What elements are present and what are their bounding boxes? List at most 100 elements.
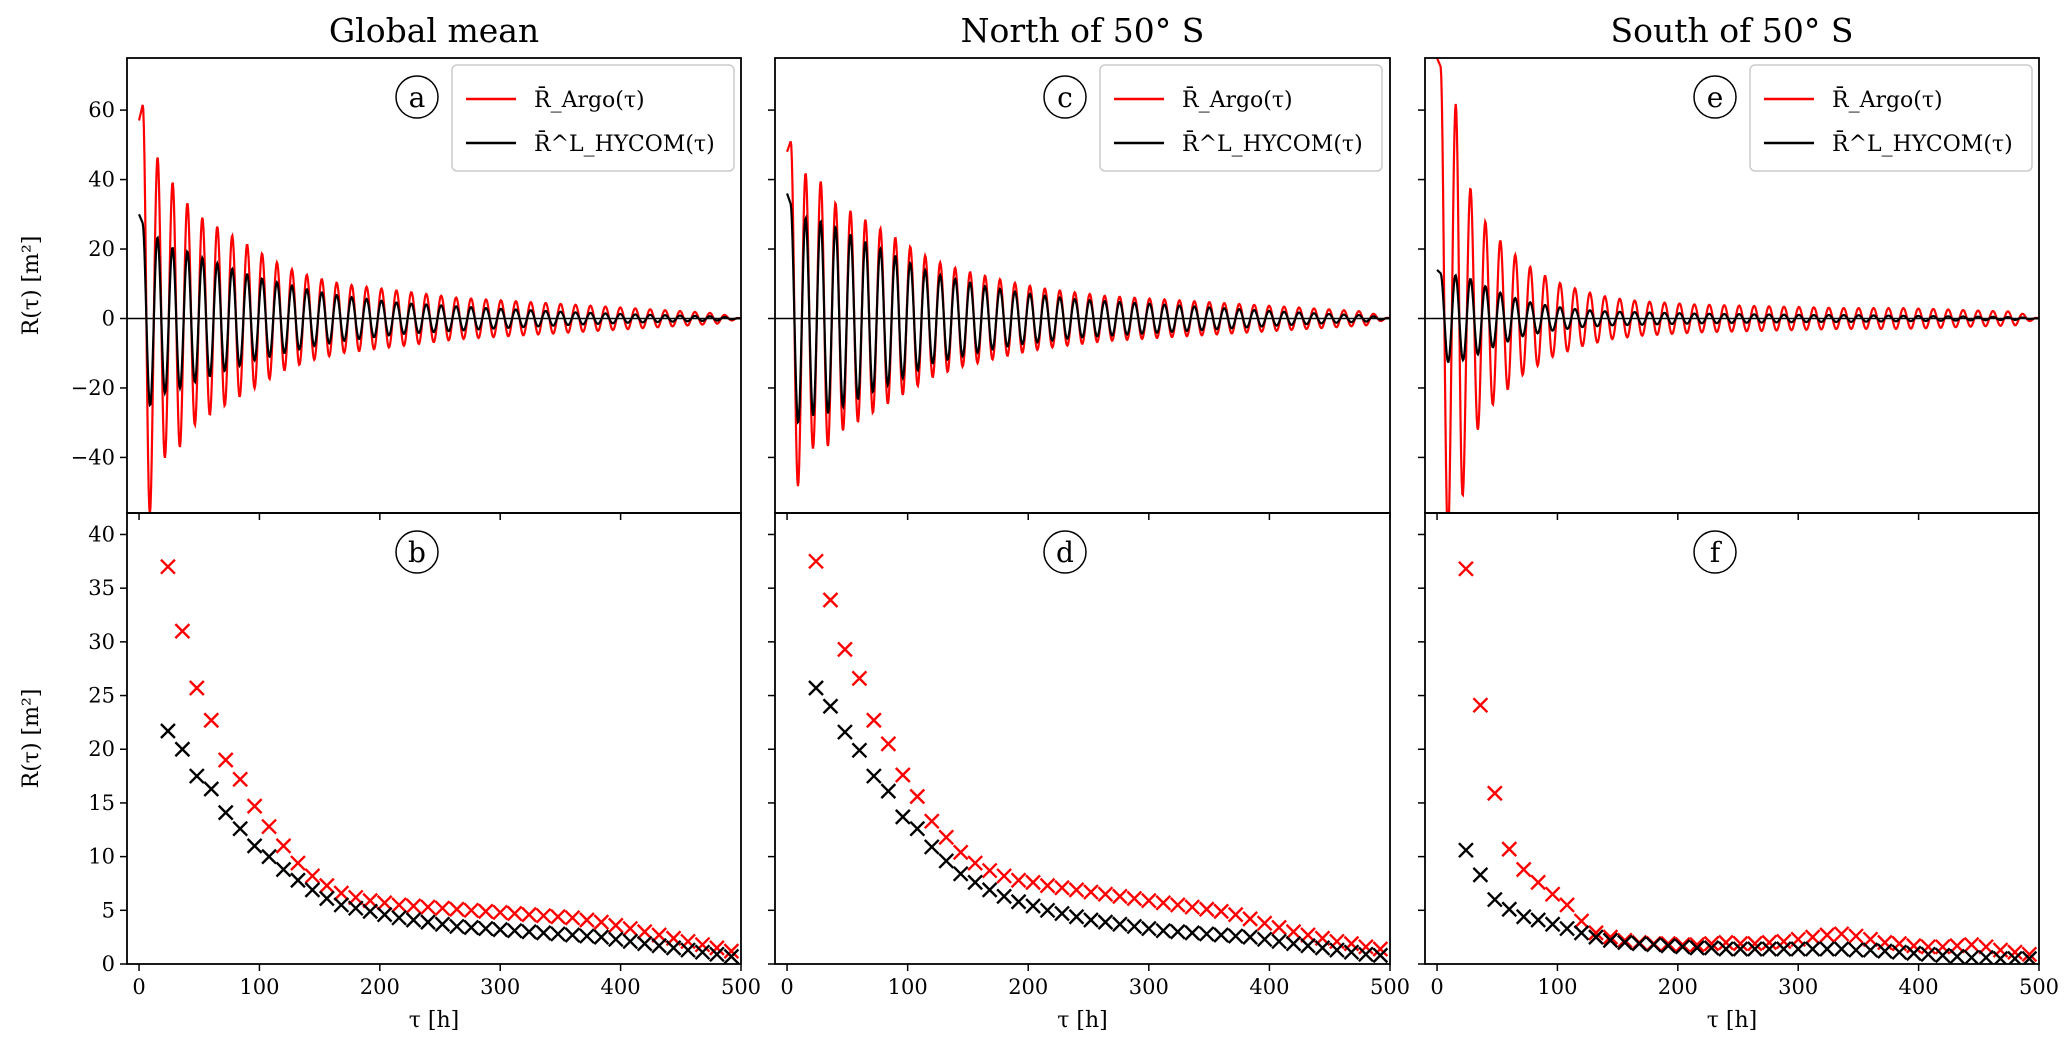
argo-point (593, 914, 610, 930)
hycom-point (1602, 932, 1619, 949)
hycom-point (1242, 929, 1258, 946)
hycom-point (866, 768, 882, 784)
panel-c: c R̄_Argo(τ) R̄^L_HYCOM(τ) (768, 57, 1391, 520)
x-axis-label: τ [h] (1707, 1008, 1758, 1033)
panel-a: −40 −20 0 20 40 60 R(τ) [m²] a R̄_Argo(τ) R̄^L_HY… (19, 57, 742, 520)
hycom-point (1761, 941, 1778, 957)
argo-point (1761, 934, 1778, 951)
hycom-point (1054, 905, 1070, 922)
hycom-point (319, 890, 335, 907)
hycom-point (535, 925, 552, 941)
hycom-point (347, 900, 364, 917)
hycom-point (1775, 941, 1792, 957)
legend-hycom-label: R̄^L_HYCOM(τ) (1182, 130, 1363, 157)
argo-point (1660, 935, 1677, 952)
argo-point (923, 813, 940, 830)
argo-point (880, 736, 897, 752)
hycom-point (506, 922, 523, 939)
hycom-point (1010, 893, 1027, 910)
hycom-point (636, 935, 653, 952)
argo-point (1010, 872, 1027, 889)
argo-point (203, 712, 220, 729)
panel-d: 0 100 200 300 400 500 τ [h] d (768, 512, 1410, 1033)
legend-hycom-label: R̄^L_HYCOM(τ) (1832, 130, 2013, 157)
hycom-point (967, 874, 984, 891)
hycom-point (909, 820, 926, 837)
column-title: North of 50° S (961, 11, 1205, 50)
argo-point (1486, 785, 1503, 802)
argo-point (1358, 938, 1374, 955)
hycom-point (564, 927, 581, 943)
hycom-point (1978, 949, 1994, 964)
argo-point (1213, 903, 1230, 920)
hycom-point (188, 768, 205, 784)
argo-point (1501, 841, 1518, 857)
argo-point (808, 553, 824, 570)
hycom-point (952, 865, 969, 882)
argo-point (1559, 897, 1575, 913)
argo-point (275, 838, 292, 854)
argo-point (1833, 926, 1850, 942)
hycom-point (391, 909, 407, 926)
hycom-point (304, 882, 321, 898)
hycom-point (405, 912, 422, 928)
hycom-point (694, 944, 711, 961)
x-tick-label: 100 (1537, 975, 1577, 999)
legend-hycom-label: R̄^L_HYCOM(τ) (534, 130, 715, 157)
x-tick-label: 0 (1430, 975, 1443, 999)
x-tick-label: 200 (360, 975, 400, 999)
panel-letter: b (408, 536, 426, 569)
argo-point (1126, 890, 1143, 907)
x-tick-label: 400 (1899, 975, 1939, 999)
y-tick-label: −40 (71, 445, 115, 469)
hycom-point (1458, 842, 1474, 859)
y-tick-label: 5 (102, 898, 115, 922)
hycom-point (1358, 946, 1374, 963)
hycom-point (622, 933, 639, 950)
panel-letter-circle (395, 530, 439, 574)
argo-point (1068, 882, 1085, 898)
hycom-point (1862, 942, 1879, 958)
argo-point (2007, 944, 2023, 961)
x-tick-label: 500 (2019, 975, 2059, 999)
argo-point (1256, 915, 1273, 932)
hycom-point (709, 946, 725, 963)
argo-point (1848, 928, 1864, 944)
hycom-point (1515, 908, 1532, 925)
hycom-point (1949, 948, 1965, 964)
argo-point (909, 788, 926, 805)
argo-point (1140, 892, 1157, 909)
argo-point (636, 923, 653, 940)
panel-letter: d (1056, 536, 1074, 569)
hycom-point (1126, 918, 1143, 935)
hycom-point (1285, 935, 1302, 952)
legend-box (1099, 64, 1383, 172)
argo-point (967, 855, 984, 871)
panel-letter: a (409, 81, 426, 114)
hycom-point (217, 804, 234, 821)
hycom-point (923, 839, 940, 855)
argo-series-line (137, 104, 741, 513)
argo-point (1515, 861, 1532, 878)
x-tick-label: 500 (1370, 975, 1410, 999)
panel-letter-circle (1043, 75, 1087, 119)
argo-point (246, 798, 263, 814)
argo-point (822, 592, 839, 608)
hycom-point (651, 937, 667, 954)
legend: R̄_Argo(τ) R̄^L_HYCOM(τ) (1749, 64, 2033, 172)
argo-point (723, 943, 740, 959)
y-tick-label: 30 (88, 630, 115, 654)
argo-point (506, 905, 523, 922)
y-tick-label: 0 (102, 952, 115, 976)
legend: R̄_Argo(τ) R̄^L_HYCOM(τ) (1099, 64, 1383, 172)
argo-point (1689, 936, 1705, 953)
y-tick-label: 35 (88, 576, 115, 600)
x-tick-label: 100 (888, 975, 928, 999)
hycom-series-line (138, 213, 741, 408)
legend-box (1749, 64, 2033, 172)
y-tick-label: 40 (88, 522, 115, 546)
argo-point (463, 902, 480, 919)
argo-point (1285, 923, 1302, 940)
panel-b: 0 100 200 300 400 500 0 5 10 15 20 25 30 35 40 τ [h] R(τ… (19, 512, 761, 1033)
